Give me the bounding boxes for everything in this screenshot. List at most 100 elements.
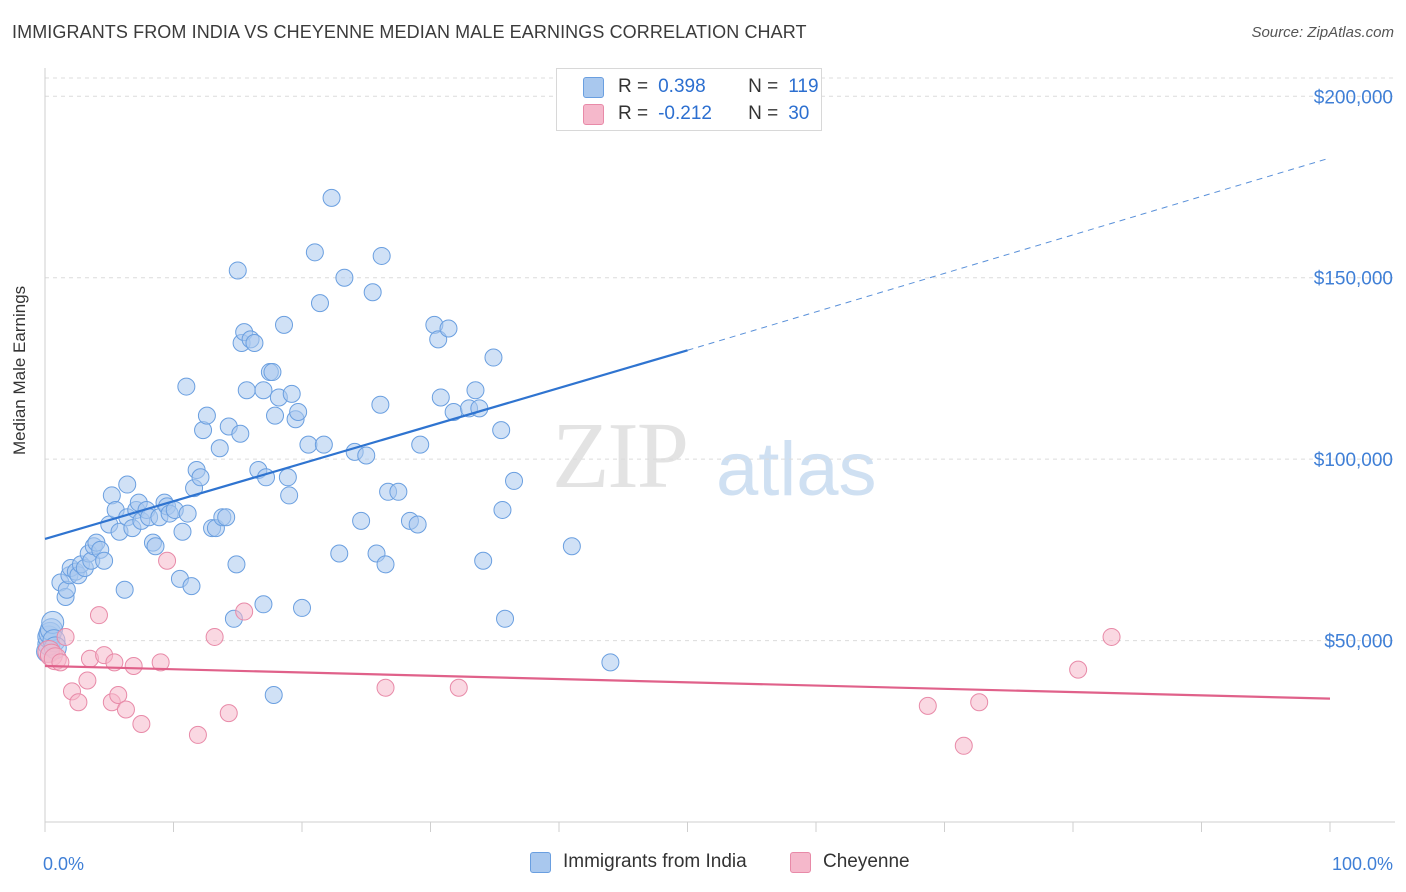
chart-title: IMMIGRANTS FROM INDIA VS CHEYENNE MEDIAN… [12, 22, 807, 42]
data-point [254, 595, 273, 614]
data-point [496, 609, 515, 628]
legend-r-value: 0.398 [658, 76, 706, 97]
data-point [474, 551, 493, 570]
data-point [95, 551, 114, 570]
data-point [275, 315, 294, 334]
data-point [263, 363, 282, 382]
axes [44, 68, 1395, 832]
data-point [146, 537, 165, 556]
source-credit: Source: ZipAtlas.com [1251, 24, 1394, 41]
data-point [280, 486, 299, 505]
data-point [372, 246, 391, 265]
data-point [562, 537, 581, 556]
legend-n-label: N = [748, 103, 779, 124]
data-point [78, 671, 97, 690]
data-point [282, 384, 301, 403]
bottom-legend-india: Immigrants from India [530, 851, 747, 873]
data-point [245, 334, 264, 353]
data-point [449, 678, 468, 697]
legend-swatch-india [583, 76, 604, 98]
data-point [231, 424, 250, 443]
data-point [376, 678, 395, 697]
x-tick-label: 0.0% [43, 854, 84, 874]
data-point [124, 656, 143, 675]
data-point [289, 402, 308, 421]
data-point [376, 555, 395, 574]
trend-line-extension [687, 157, 1331, 351]
data-point [51, 653, 70, 672]
data-point [505, 471, 524, 490]
data-point [411, 435, 430, 454]
data-point [158, 551, 177, 570]
data-point [493, 500, 512, 519]
bottom-legend-label-india: Immigrants from India [563, 851, 747, 872]
series-cheyenne [37, 551, 1121, 755]
data-point [389, 482, 408, 501]
y-axis-label: Median Male Earnings [10, 285, 29, 455]
data-point [918, 696, 937, 715]
data-point [278, 468, 297, 487]
data-point [254, 381, 273, 400]
data-point [151, 653, 170, 672]
data-point [109, 686, 128, 704]
legend-swatch-cheyenne [583, 103, 604, 125]
bottom-legend-label-cheyenne: Cheyenne [823, 851, 910, 872]
bottom-legend-swatch-cheyenne [790, 851, 811, 873]
data-point [266, 406, 285, 425]
data-point [484, 348, 503, 367]
data-point [352, 511, 371, 530]
data-point [227, 555, 246, 574]
data-point [322, 188, 341, 207]
data-point [439, 319, 458, 338]
trend-line [44, 349, 688, 541]
legend-row-india: R = 0.398 N = 119 [583, 75, 819, 99]
data-point [314, 435, 333, 454]
data-point [310, 294, 329, 313]
data-point [217, 508, 236, 527]
data-point [197, 406, 216, 425]
data-point [431, 388, 450, 407]
data-point [363, 283, 382, 302]
data-point [1069, 660, 1088, 679]
data-point [177, 377, 196, 396]
data-point [371, 395, 390, 414]
y-tick-label: $50,000 [1324, 632, 1393, 653]
data-point [235, 602, 254, 621]
data-point [335, 268, 354, 287]
data-point [132, 715, 151, 734]
data-point [466, 381, 485, 400]
data-point [264, 686, 283, 704]
legend-n-value: 30 [788, 103, 810, 124]
data-point [116, 700, 135, 719]
trend-line [44, 664, 1331, 700]
data-point [173, 522, 192, 541]
data-point [182, 577, 201, 596]
data-point [219, 704, 238, 723]
bottom-legend-cheyenne: Cheyenne [790, 851, 910, 873]
data-point [191, 468, 210, 487]
y-tick-label: $150,000 [1314, 269, 1393, 290]
bottom-legend-swatch-india [530, 851, 551, 873]
data-point [299, 435, 318, 454]
data-point [56, 627, 75, 646]
data-point [228, 261, 247, 280]
data-point [205, 627, 224, 646]
data-point [178, 504, 197, 523]
watermark-atlas: atlas [716, 427, 877, 512]
data-point [954, 736, 973, 755]
legend-r-value: -0.212 [658, 103, 712, 124]
data-point [293, 598, 311, 617]
data-point [357, 446, 376, 465]
trend-layer [44, 157, 1331, 700]
data-point [330, 544, 349, 563]
x-tick-label: 100.0% [1332, 854, 1393, 874]
data-point [305, 243, 324, 262]
data-point [118, 475, 137, 494]
y-tick-label: $100,000 [1314, 450, 1393, 471]
data-point [89, 606, 108, 625]
correlation-legend: R = 0.398 N = 119 R = -0.212 N = 30 [556, 68, 822, 131]
data-point [210, 439, 229, 458]
data-point [601, 653, 620, 672]
series-india [36, 188, 620, 704]
data-point [237, 381, 256, 400]
